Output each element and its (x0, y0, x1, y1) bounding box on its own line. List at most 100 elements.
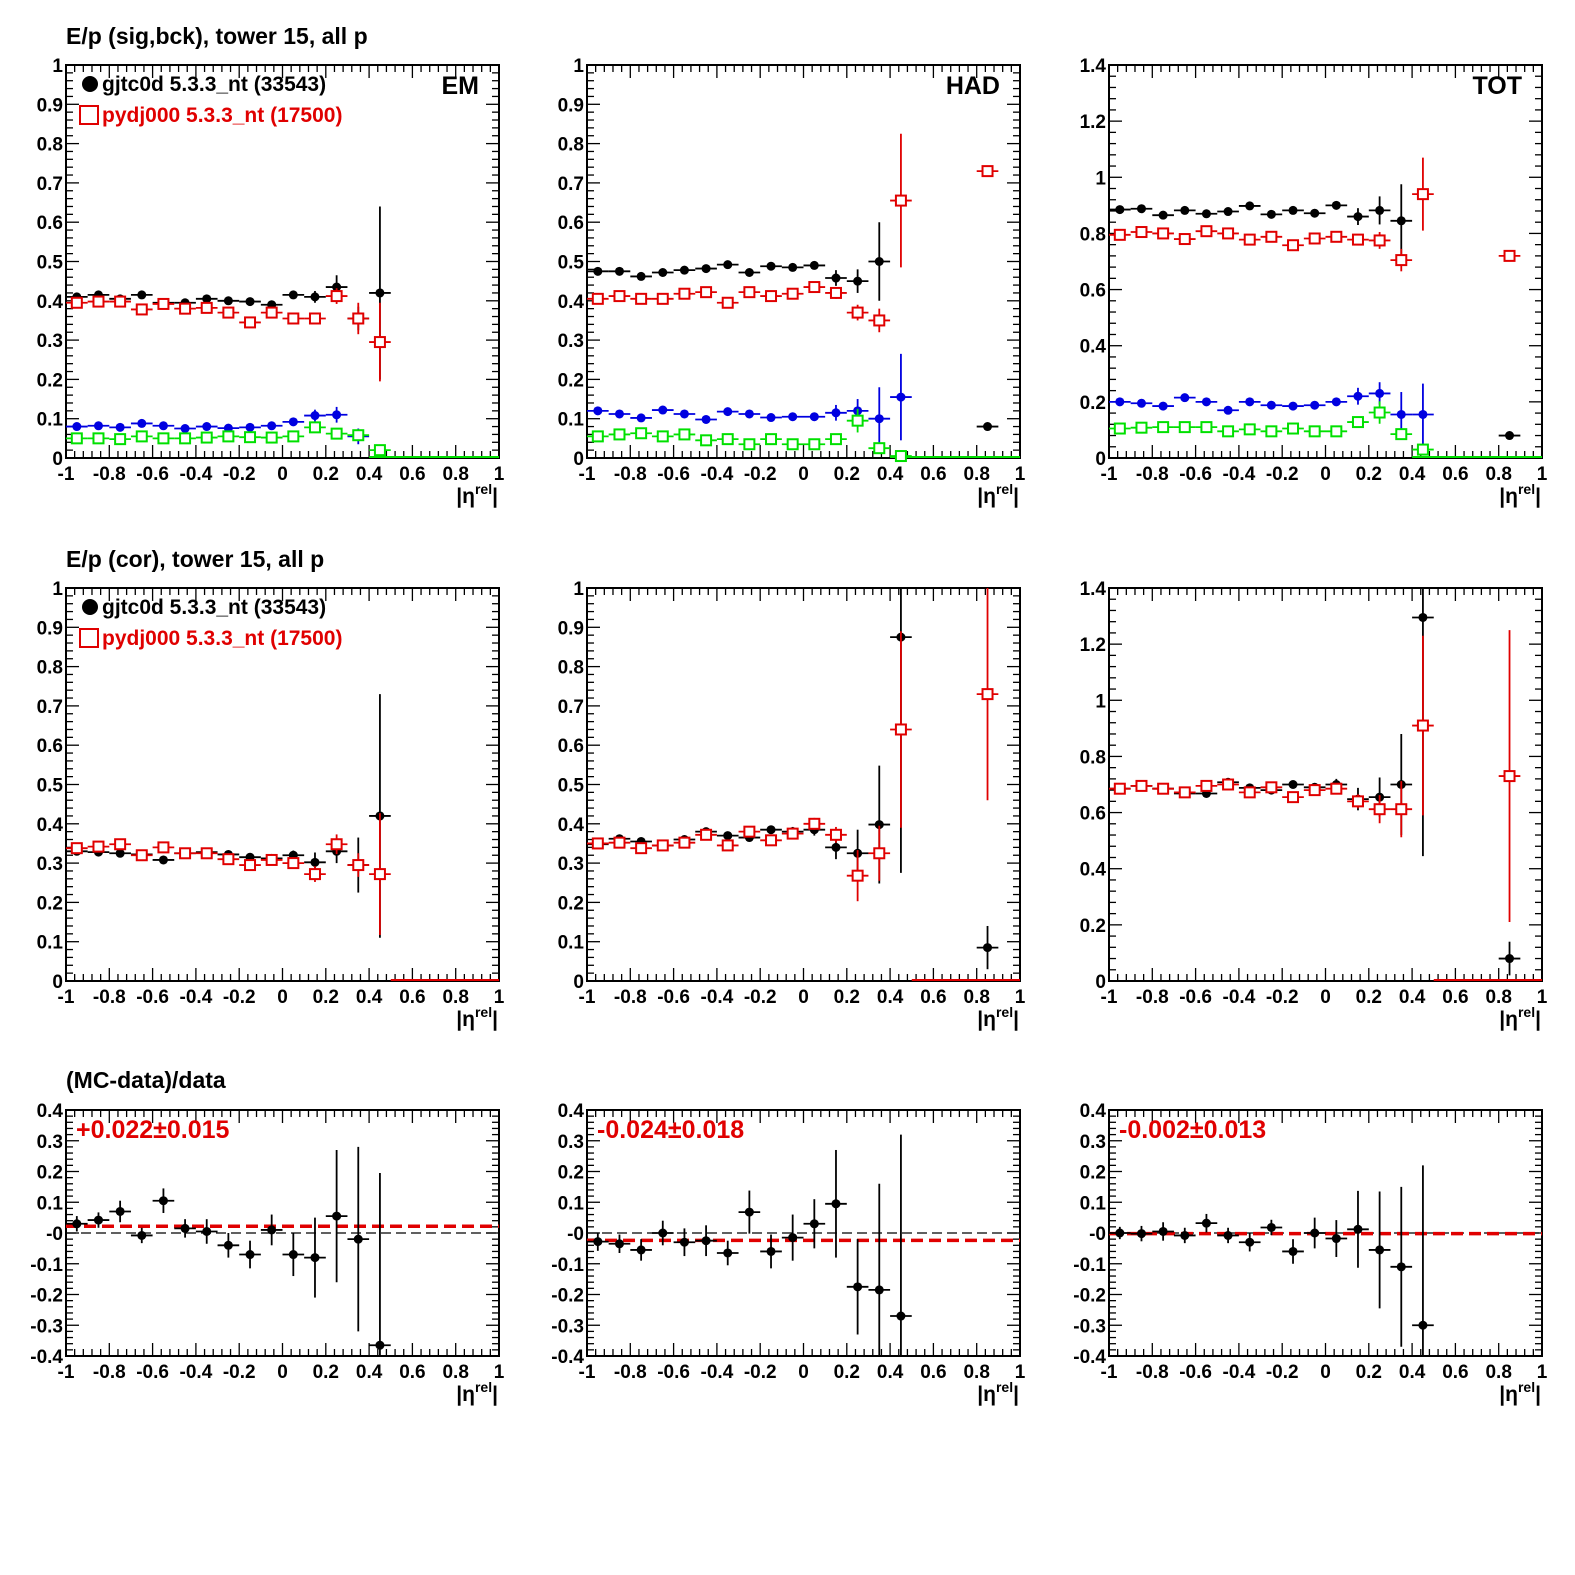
data-point (330, 427, 343, 440)
y-tick-label: 0.1 (37, 410, 64, 431)
x-tick-label: 0.8 (442, 464, 468, 485)
data-point (223, 1240, 233, 1250)
data-point (158, 855, 168, 865)
data-point (1416, 188, 1429, 201)
legend-label-data: gjtc0d 5.3.3_nt (33543) (102, 596, 326, 619)
plot-panel-0-1: 00.10.20.30.40.50.60.70.80.91-1 -0.8 -0.6-… (558, 56, 1026, 508)
x-tick-label: 0.6 (399, 464, 425, 485)
data-point (614, 409, 624, 419)
data-point (115, 848, 125, 858)
x-tick-label: 0.6 (1442, 1362, 1468, 1383)
x-tick-label: 0.4 (1399, 464, 1426, 485)
x-tick-label: -1 (58, 987, 75, 1008)
x-tick-label: 0.6 (1442, 464, 1468, 485)
data-point (851, 869, 864, 882)
data-point (179, 847, 192, 860)
x-tick-label: -0.8 (614, 464, 647, 485)
data-point (288, 290, 298, 300)
data-point (1353, 212, 1363, 222)
data-point (1418, 409, 1428, 419)
data-point (1416, 719, 1429, 732)
y-tick-label: 0.2 (37, 1163, 63, 1184)
data-point (723, 1248, 733, 1258)
data-point (786, 827, 799, 840)
fit-result-label: -0.024±0.018 (597, 1116, 744, 1144)
x-tick-label: 0.6 (920, 464, 946, 485)
x-tick-label: 0.8 (442, 987, 468, 1008)
y-tick-label: 1 (573, 579, 584, 600)
data-point (721, 839, 734, 852)
data-point (1266, 400, 1276, 410)
y-tick-label: 0.5 (37, 776, 64, 797)
y-tick-label: -0.4 (551, 1347, 584, 1368)
data-point (1115, 397, 1125, 407)
x-tick-label: -0.2 (223, 1362, 256, 1383)
data-point (1113, 422, 1126, 435)
x-tick-label: 0 (1320, 464, 1331, 485)
data-point (1287, 239, 1300, 252)
data-point (981, 165, 994, 178)
data-point (593, 406, 603, 416)
legend-marker-data (82, 76, 98, 92)
data-point (788, 262, 798, 272)
data-point (180, 1223, 190, 1233)
data-point (700, 286, 713, 299)
data-point (1418, 612, 1428, 622)
data-point (330, 290, 343, 303)
data-point (332, 410, 342, 420)
series-bck_data (1109, 382, 1434, 446)
data-point (1395, 803, 1408, 816)
data-point (874, 414, 884, 424)
data-point (1243, 233, 1256, 246)
series-data (587, 222, 999, 432)
y-tick-label: 0.1 (37, 1193, 64, 1214)
data-point (635, 842, 648, 855)
y-tick-label: 0 (52, 449, 63, 470)
data-point (808, 817, 821, 830)
series-bck_mc (66, 421, 391, 457)
data-point (265, 306, 278, 319)
x-tick-label: -0.8 (93, 464, 126, 485)
data-point (375, 1340, 385, 1350)
x-tick-label: -0.6 (136, 1362, 169, 1383)
data-point (1330, 425, 1343, 438)
data-point (788, 412, 798, 422)
data-point (332, 282, 342, 292)
data-point (894, 194, 907, 207)
series-mc (587, 133, 999, 333)
data-point (308, 312, 321, 325)
data-point (1157, 421, 1170, 434)
data-point (1266, 209, 1276, 219)
data-point (310, 411, 320, 421)
y-tick-label: 0.4 (558, 1101, 585, 1122)
data-point (786, 287, 799, 300)
data-point (831, 842, 841, 852)
x-tick-label: 0 (798, 987, 809, 1008)
y-tick-label: 1.4 (1080, 56, 1107, 77)
data-point (1113, 228, 1126, 241)
data-point (1115, 1228, 1125, 1238)
data-point (1396, 1262, 1406, 1272)
y-tick-label: -0 (567, 1224, 584, 1245)
data-point (679, 1237, 689, 1247)
data-point (700, 828, 713, 841)
data-point (678, 836, 691, 849)
data-point (635, 292, 648, 305)
x-tick-label: 0.8 (963, 464, 989, 485)
x-tick-label: 0.8 (1485, 1362, 1511, 1383)
data-point (1330, 230, 1343, 243)
data-point (1308, 232, 1321, 245)
data-point (831, 408, 841, 418)
x-tick-label: 0 (277, 987, 288, 1008)
x-tick-label: 0.2 (834, 987, 860, 1008)
data-point (1351, 416, 1364, 429)
data-point (766, 261, 776, 271)
data-point (1353, 391, 1363, 401)
data-point (373, 444, 386, 457)
x-tick-label: 1 (1537, 987, 1548, 1008)
x-tick-label: 0 (277, 1362, 288, 1383)
data-point (330, 838, 343, 851)
data-point (222, 853, 235, 866)
data-point (158, 421, 168, 431)
